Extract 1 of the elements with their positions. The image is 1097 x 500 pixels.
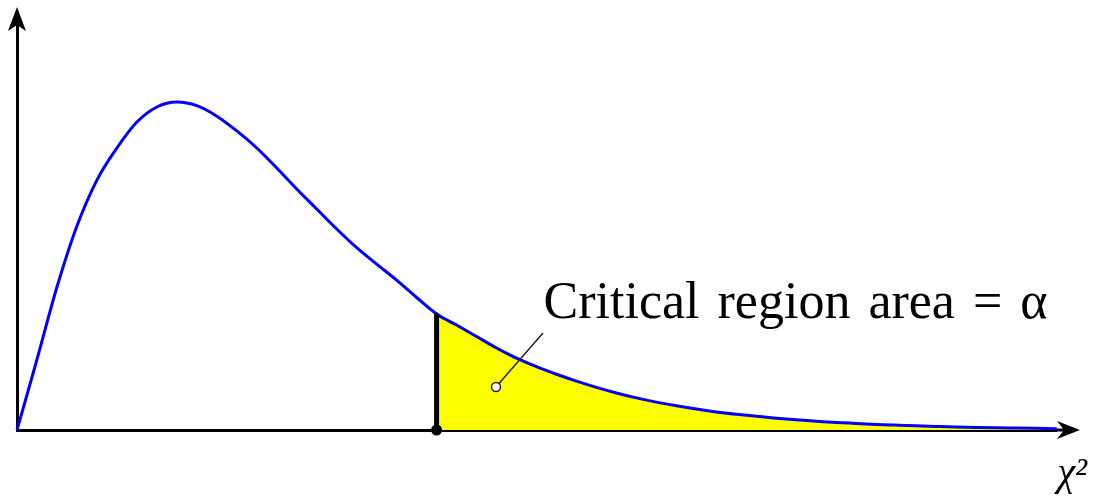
annotation: Critical region area = α xyxy=(543,272,1048,329)
